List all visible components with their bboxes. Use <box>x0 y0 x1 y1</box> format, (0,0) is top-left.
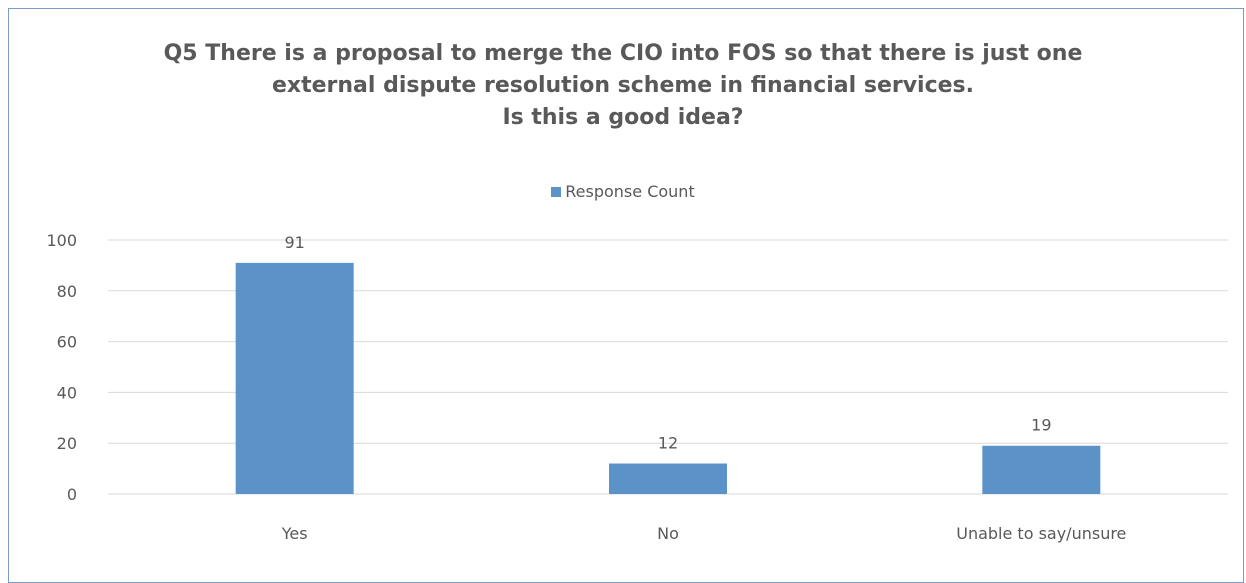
y-tick-label-80: 80 <box>57 282 77 301</box>
y-tick-label-40: 40 <box>57 383 77 402</box>
legend-label-response-count: Response Count <box>565 182 695 201</box>
bar-unable-to-say-unsure <box>982 445 1101 494</box>
y-tick-label-0: 0 <box>67 485 77 504</box>
chart-title-line-3: Is this a good idea? <box>502 105 744 130</box>
chart-title: Q5 There is a proposal to merge the CIO … <box>0 38 1246 134</box>
bar-yes <box>235 262 354 494</box>
data-label-no: 12 <box>658 434 678 453</box>
chart-title-line-2: external dispute resolution scheme in fi… <box>271 73 975 98</box>
x-category-label-no: No <box>657 524 679 543</box>
chart-legend: Response Count <box>0 181 1246 203</box>
chart-plot-area: 0 20 40 60 80 100 91 Yes 12 No 19 Unable to say/uns… <box>46 231 1228 543</box>
bar-no <box>609 463 727 494</box>
chart-title-line-1: Q5 There is a proposal to merge the CIO … <box>163 41 1083 66</box>
x-category-label-yes: Yes <box>281 524 308 543</box>
y-tick-label-60: 60 <box>57 333 77 352</box>
y-tick-label-100: 100 <box>46 231 77 250</box>
data-label-unable-to-say-unsure: 19 <box>1031 416 1051 435</box>
data-label-yes: 91 <box>284 233 304 252</box>
legend-swatch-response-count <box>551 187 562 197</box>
y-tick-label-20: 20 <box>57 434 77 453</box>
x-category-label-unable-to-say-unsure: Unable to say/unsure <box>956 524 1126 543</box>
